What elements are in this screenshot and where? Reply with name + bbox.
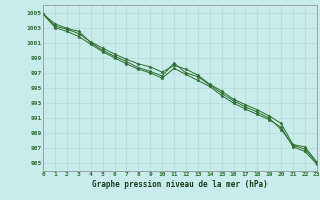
X-axis label: Graphe pression niveau de la mer (hPa): Graphe pression niveau de la mer (hPa)	[92, 180, 268, 189]
